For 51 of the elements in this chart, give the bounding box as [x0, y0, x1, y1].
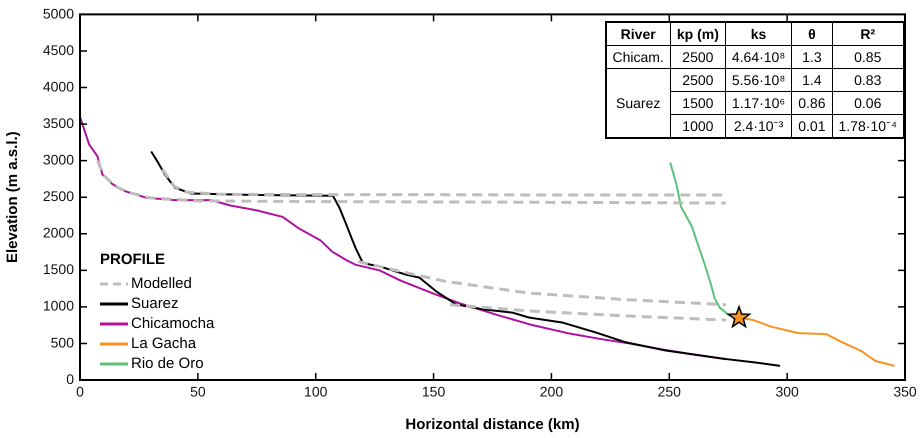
- y-tick-label: 2000: [42, 224, 74, 241]
- annotation: θ: [792, 22, 832, 46]
- annotation: 2500: [670, 68, 726, 92]
- line-series: [96, 159, 728, 205]
- annotation: kp (m): [670, 22, 726, 46]
- annotation: 1.78·10⁻⁴: [832, 114, 904, 138]
- y-tick-label: 4500: [42, 42, 74, 58]
- legend-label: La Gacha: [131, 335, 197, 352]
- annotation: 1000: [670, 114, 726, 138]
- annotation: 1.3: [792, 46, 832, 68]
- annotation: Chicam.: [606, 46, 670, 68]
- annotation: 1500: [670, 92, 726, 114]
- x-tick-label: 150: [422, 383, 446, 400]
- legend-label: Modelled: [131, 275, 192, 292]
- x-tick-label: 250: [658, 383, 682, 400]
- x-tick-label: 300: [775, 383, 800, 400]
- annotation: 5.56·10⁸: [725, 68, 792, 92]
- legend-label: Suarez: [131, 295, 179, 312]
- annotation: ks: [725, 22, 792, 46]
- annotation: 0.01: [792, 114, 832, 138]
- y-tick-label: 1000: [42, 298, 74, 314]
- legend-title: PROFILE: [100, 251, 166, 268]
- y-tick-label: 1500: [42, 261, 74, 278]
- annotation: 1.4: [792, 68, 832, 92]
- x-tick-label: 350: [893, 383, 917, 400]
- annotation: 4.64·10⁸: [725, 46, 792, 68]
- y-tick-label: 4000: [42, 78, 74, 94]
- x-tick-label: 0: [76, 383, 84, 400]
- annotation: 0.85: [832, 46, 904, 68]
- annotation: 0.83: [832, 68, 904, 92]
- y-tick-label: 3000: [42, 152, 74, 168]
- x-tick-label: 50: [190, 383, 206, 400]
- annotation: Suarez: [606, 68, 670, 138]
- annotation: River: [606, 22, 670, 46]
- y-axis-title: Elevation (m a.s.l.): [4, 131, 22, 264]
- y-tick-label: 3500: [42, 114, 74, 131]
- legend-label: Rio de Oro: [131, 355, 204, 372]
- x-tick-label: 200: [540, 383, 564, 400]
- annotation: 2500: [670, 46, 726, 68]
- annotation: 1.17·10⁶: [725, 92, 792, 114]
- x-tick-label: 100: [304, 383, 328, 400]
- y-tick-label: 5000: [42, 5, 74, 22]
- y-tick-label: 0: [66, 370, 74, 387]
- annotation: 2.4·10⁻³: [725, 114, 792, 138]
- annotation: 0.86: [792, 92, 832, 114]
- annotation: 0.06: [832, 92, 904, 114]
- annotation: R²: [832, 22, 904, 46]
- x-axis-title: Horizontal distance (km): [405, 416, 580, 434]
- y-tick-label: 2500: [42, 188, 74, 204]
- legend-label: Chicamocha: [131, 315, 216, 332]
- y-tick-label: 500: [50, 334, 74, 350]
